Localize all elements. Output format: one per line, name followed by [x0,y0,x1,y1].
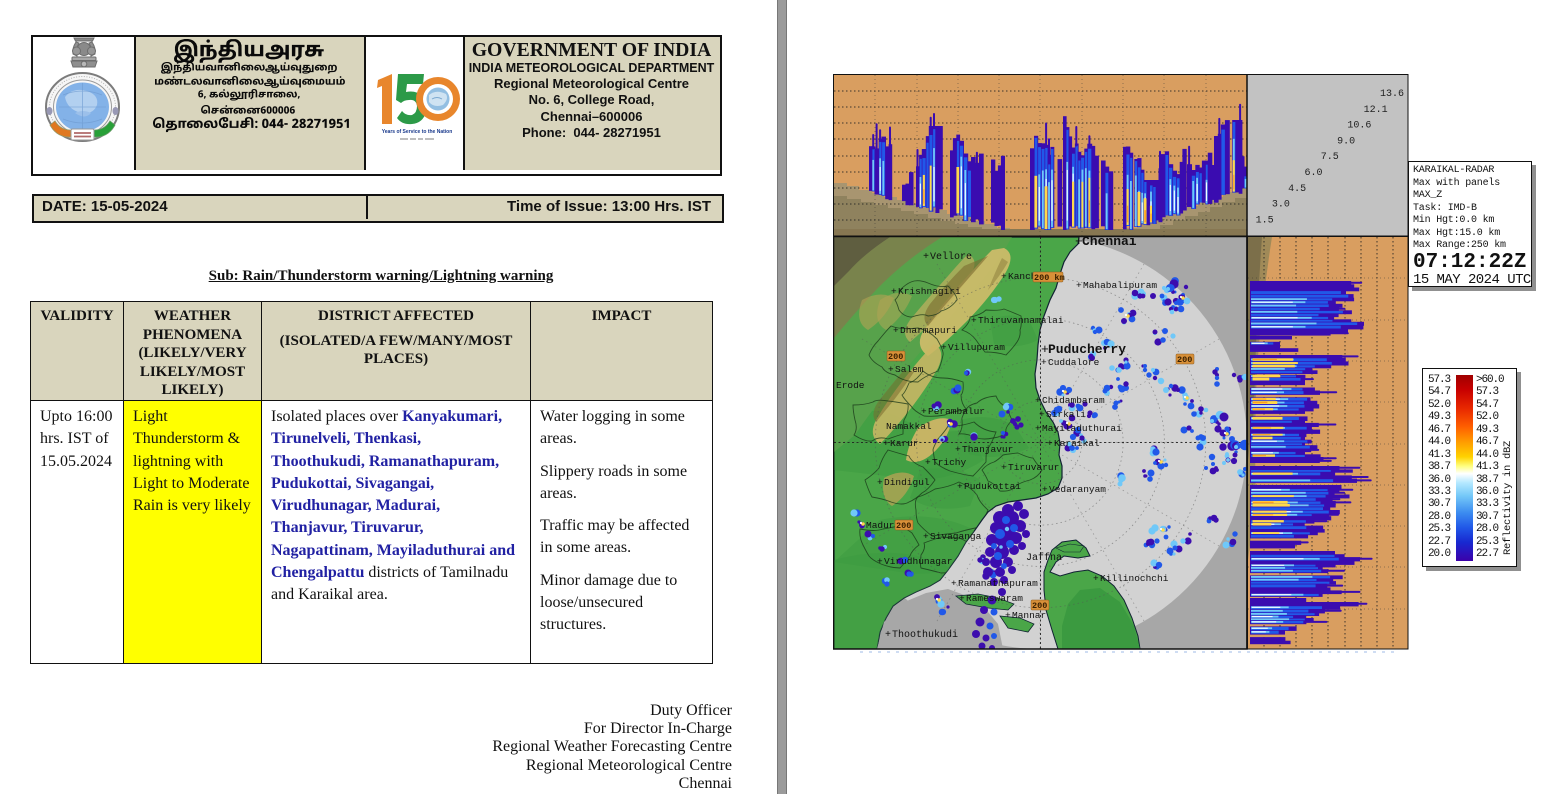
svg-text:+: + [971,315,977,326]
svg-text:+: + [1001,462,1007,473]
svg-text:Ramanathapuram: Ramanathapuram [958,578,1038,589]
svg-text:+: + [888,364,894,375]
svg-text:Dindigul: Dindigul [884,477,930,488]
svg-text:Thiruvannamalai: Thiruvannamalai [978,315,1064,326]
svg-text:+: + [1035,423,1041,434]
svg-text:Sirkali: Sirkali [1046,409,1086,420]
svg-text:+: + [951,578,957,589]
svg-text:+: + [1047,438,1053,449]
svg-text:+: + [1041,342,1049,357]
svg-text:Karur: Karur [890,438,919,449]
svg-text:Mannar: Mannar [1012,610,1046,621]
svg-text:+: + [893,325,899,336]
svg-text:12.1: 12.1 [1364,105,1388,116]
svg-text:+: + [877,477,883,488]
svg-text:13.6: 13.6 [1380,89,1404,100]
svg-text:6.0: 6.0 [1304,168,1322,179]
svg-text:+: + [885,630,891,641]
svg-text:+: + [891,286,897,297]
svg-text:Mahabalipuram: Mahabalipuram [1083,280,1157,291]
svg-text:4.5: 4.5 [1288,184,1306,195]
svg-text:Madurai: Madurai [866,520,906,531]
svg-text:Salem: Salem [895,364,924,375]
svg-text:Trichy: Trichy [932,457,967,468]
svg-text:Jaffna: Jaffna [1026,552,1062,564]
svg-text:+: + [921,406,927,417]
svg-text:9.0: 9.0 [1337,136,1355,147]
svg-text:+: + [957,481,963,492]
svg-text:+: + [1042,484,1048,495]
svg-text:+: + [925,457,931,468]
svg-text:Thanjavur: Thanjavur [962,444,1013,455]
svg-text:+: + [1005,610,1011,621]
svg-text:+: + [1076,280,1082,291]
svg-text:Killinochchi: Killinochchi [1100,573,1169,584]
svg-text:Erode: Erode [836,380,865,391]
svg-text:Sivaganga: Sivaganga [930,531,982,542]
svg-text:10.6: 10.6 [1347,121,1371,132]
svg-text:Rameswaram: Rameswaram [966,593,1023,604]
svg-text:Dharmapuri: Dharmapuri [900,325,957,336]
svg-text:1.5: 1.5 [1256,215,1274,226]
svg-text:Thoothukudi: Thoothukudi [892,629,958,641]
svg-text:Namakkal: Namakkal [886,421,932,432]
svg-text:Chidambaram: Chidambaram [1042,395,1105,406]
svg-text:+: + [955,444,961,455]
svg-text:+: + [1075,234,1083,249]
svg-text:Cuddalore: Cuddalore [1048,357,1100,368]
svg-text:+: + [941,342,947,353]
svg-text:Chennai: Chennai [1082,234,1137,249]
svg-text:7.5: 7.5 [1321,152,1339,163]
svg-text:+: + [1039,409,1045,420]
svg-text:Villupuram: Villupuram [948,342,1005,353]
svg-text:200: 200 [1177,355,1192,365]
svg-text:Puducherry: Puducherry [1048,342,1126,357]
svg-text:200: 200 [888,352,903,362]
svg-text:+: + [923,252,929,263]
svg-text:200 km: 200 km [1034,273,1065,283]
svg-text:200: 200 [896,521,911,531]
svg-text:+: + [1093,573,1099,584]
svg-text:Vedaranyam: Vedaranyam [1049,484,1106,495]
svg-text:+: + [877,556,883,567]
svg-text:Years of Service to the Nation: Years of Service to the Nation [382,129,453,135]
svg-text:+: + [1001,271,1007,282]
svg-text:3.0: 3.0 [1272,200,1290,211]
svg-text:200: 200 [1032,601,1047,611]
svg-text:Perambalur: Perambalur [928,406,985,417]
svg-text:+: + [1035,395,1041,406]
svg-text:+: + [883,438,889,449]
svg-text:Virudhunagar: Virudhunagar [884,556,952,567]
svg-text:+: + [923,531,929,542]
svg-text:Mayiladuthurai: Mayiladuthurai [1042,423,1122,434]
svg-text:+: + [959,593,965,604]
svg-text:Vellore: Vellore [930,251,972,263]
svg-text:Krishnagiri: Krishnagiri [898,286,961,297]
svg-text:Karaikal: Karaikal [1054,438,1100,449]
svg-text:Tiruvarur: Tiruvarur [1008,462,1059,473]
svg-text:Pudukottai: Pudukottai [964,481,1021,492]
svg-text:+: + [1041,357,1047,368]
